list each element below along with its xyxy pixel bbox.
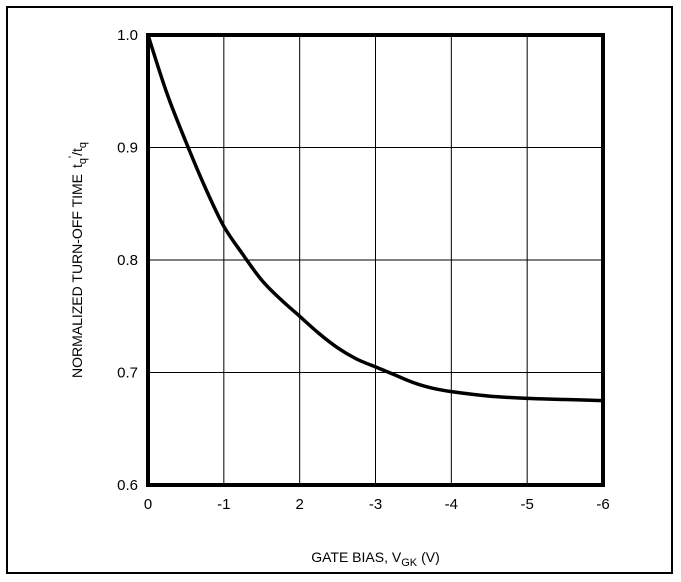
y-axis-label-slash: / <box>69 152 85 156</box>
y-axis-label-num-sup: ' <box>67 156 79 158</box>
y-tick-label: 0.7 <box>117 365 138 382</box>
y-axis-label-den: t <box>69 148 85 152</box>
x-tick-label: -4 <box>445 496 458 513</box>
x-axis-label-subscript: GK <box>401 557 418 569</box>
x-tick-label: 0 <box>144 496 152 513</box>
x-tick-label: -5 <box>520 496 533 513</box>
y-axis-label-den-sub: q <box>77 142 89 148</box>
x-tick-label: -1 <box>217 496 230 513</box>
y-tick-labels: 1.0 0.9 0.8 0.7 0.6 <box>117 27 138 494</box>
y-axis-label-num: t <box>69 164 85 168</box>
x-axis-label: GATE BIAS, VGK (V) <box>311 549 440 569</box>
x-tick-label: -3 <box>369 496 382 513</box>
x-axis-label-text: GATE BIAS, V <box>311 549 402 565</box>
curve-layer <box>146 34 604 403</box>
chart-frame <box>6 6 673 574</box>
y-axis-label: NORMALIZED TURN-OFF TIMEtq'/tq <box>67 142 89 378</box>
x-tick-label: -6 <box>596 496 609 513</box>
y-tick-label: 0.8 <box>117 252 138 269</box>
x-tick-labels: 0 -1 2 -3 -4 -5 -6 <box>144 496 610 513</box>
y-axis-label-num-sub: q <box>77 158 89 164</box>
x-tick-label: 2 <box>295 496 303 513</box>
y-tick-label: 0.9 <box>117 140 138 157</box>
grid <box>147 34 604 486</box>
series-line <box>146 34 604 403</box>
x-axis-label-unit: (V) <box>421 549 440 565</box>
y-tick-label: 1.0 <box>117 27 138 44</box>
plot-border <box>146 33 605 487</box>
y-axis-label-text: NORMALIZED TURN-OFF TIME <box>69 174 85 378</box>
y-tick-label: 0.6 <box>117 477 138 494</box>
